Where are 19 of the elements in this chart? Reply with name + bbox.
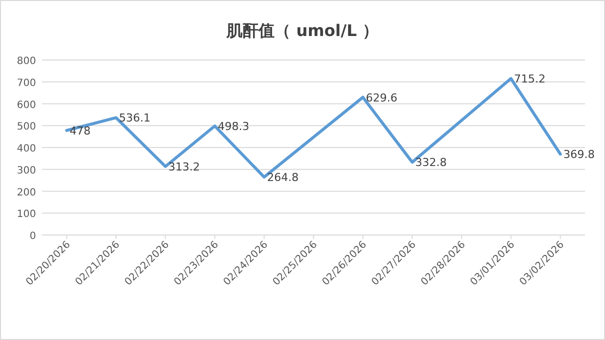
data-label: 629.6: [366, 91, 398, 104]
y-tick-label: 0: [30, 231, 36, 242]
y-tick-label: 300: [16, 165, 36, 176]
data-label: 369.8: [563, 148, 595, 162]
y-tick-label: 500: [16, 122, 36, 133]
data-label: 536.1: [119, 112, 151, 125]
y-tick-label: 100: [16, 209, 36, 220]
data-label: 715.2: [514, 72, 546, 86]
y-tick-label: 400: [16, 144, 36, 154]
y-tick-label: 800: [16, 56, 36, 67]
chart-title: 肌酐值（ umol/L ）: [226, 21, 378, 40]
data-label: 498.3: [218, 120, 250, 133]
data-label: 264.8: [267, 171, 299, 184]
y-tick-label: 700: [16, 78, 36, 89]
data-label: 478: [70, 124, 91, 138]
y-tick-label: 600: [16, 100, 36, 111]
y-tick-label: 200: [16, 187, 36, 198]
data-label: 332.8: [415, 156, 447, 170]
data-label: 313.2: [168, 160, 200, 174]
